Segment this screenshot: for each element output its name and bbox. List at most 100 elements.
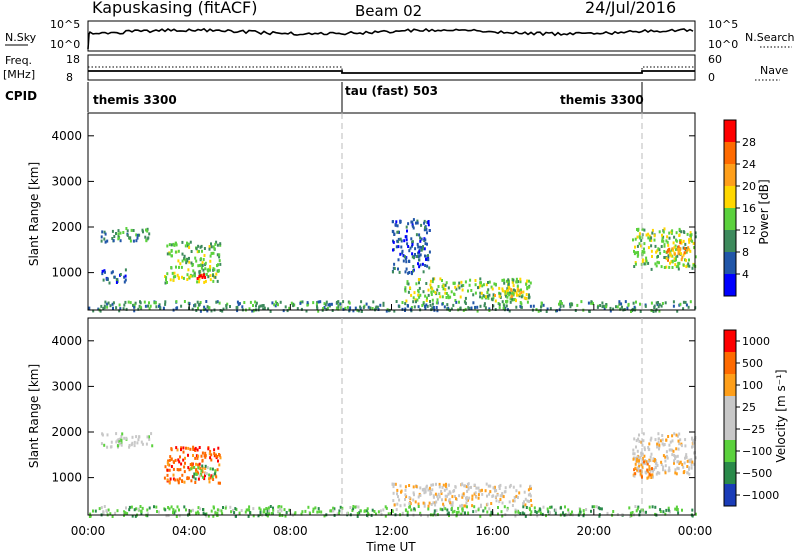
velocity-cell xyxy=(640,440,643,444)
power-cell xyxy=(425,227,428,231)
power-cell xyxy=(484,306,487,310)
power-cell xyxy=(675,258,677,262)
power-cell xyxy=(401,301,404,304)
velocity-cell xyxy=(585,508,588,511)
power-cell xyxy=(618,300,621,304)
power-cell xyxy=(406,242,409,246)
velocity-cell xyxy=(396,488,399,492)
velocity-cell xyxy=(197,477,200,481)
power-cell xyxy=(104,232,107,236)
velocity-cell xyxy=(633,452,636,456)
power-cell xyxy=(464,300,467,304)
velocity-cell xyxy=(272,506,274,510)
velocity-cell xyxy=(419,511,422,515)
power-cell xyxy=(684,258,686,262)
velocity-cell xyxy=(205,514,208,518)
power-cell xyxy=(491,287,494,291)
power-cell xyxy=(685,250,688,254)
power-cell xyxy=(376,305,379,309)
power-cell xyxy=(661,302,664,305)
power-cell xyxy=(271,301,274,305)
power-cell xyxy=(558,302,560,306)
velocity-cell xyxy=(438,482,441,486)
power-cell xyxy=(650,239,653,242)
power-cell xyxy=(627,303,630,307)
power-cell xyxy=(198,302,201,306)
power-cell xyxy=(417,251,420,255)
velocity-cell xyxy=(457,506,460,510)
velocity-cell xyxy=(196,448,199,452)
freq-panel: Freq. [MHz] 18 8 60 0 Nave xyxy=(3,53,788,84)
beam-title: Beam 02 xyxy=(355,2,422,20)
velocity-cell xyxy=(366,511,369,515)
colorbar-swatch xyxy=(724,330,736,352)
velocity-cell xyxy=(106,433,109,437)
power-cell xyxy=(441,279,443,282)
power-cell xyxy=(485,295,488,299)
velocity-cell xyxy=(265,507,268,510)
power-cell xyxy=(342,307,345,311)
power-cell xyxy=(658,261,660,265)
velocity-cell xyxy=(647,446,650,449)
power-cell xyxy=(146,229,149,233)
power-cell xyxy=(644,262,647,266)
velocity-cell xyxy=(401,511,404,515)
power-cell xyxy=(205,300,208,303)
velocity-cell xyxy=(673,432,676,436)
velocity-cell xyxy=(214,454,217,458)
power-cell xyxy=(168,243,171,247)
power-cell xyxy=(447,286,450,290)
velocity-cell xyxy=(487,484,490,488)
power-cell xyxy=(686,248,689,252)
power-cell xyxy=(476,309,479,313)
power-cell xyxy=(327,303,330,307)
power-cell xyxy=(468,283,471,287)
velocity-cell xyxy=(116,509,119,513)
velocity-cell xyxy=(187,446,190,450)
velocity-cell xyxy=(178,514,181,518)
power-cell xyxy=(683,247,686,250)
velocity-cell xyxy=(684,444,687,448)
velocity-cell xyxy=(673,459,676,463)
velocity-cell xyxy=(667,435,670,438)
power-cell xyxy=(650,236,653,240)
power-cell xyxy=(424,307,427,311)
velocity-cell xyxy=(647,475,650,479)
power-cell xyxy=(602,304,605,308)
power-cell xyxy=(641,227,644,231)
velocity-cell xyxy=(441,508,444,512)
power-cell xyxy=(188,246,191,249)
velocity-cell xyxy=(632,448,635,452)
velocity-cell xyxy=(648,448,651,452)
power-cell xyxy=(436,309,439,313)
velocity-cell xyxy=(201,475,204,479)
power-cell xyxy=(474,279,477,282)
velocity-cell xyxy=(192,445,195,449)
colorbar-tick-label: 1000 xyxy=(742,335,770,348)
power-cell xyxy=(404,270,407,274)
power-cell xyxy=(402,259,405,263)
power-cell xyxy=(104,270,106,274)
velocity-cell xyxy=(430,483,433,487)
power-cell xyxy=(174,241,177,245)
velocity-cell xyxy=(650,436,653,440)
power-cell xyxy=(186,257,188,261)
velocity-cell xyxy=(652,469,654,473)
power-cell xyxy=(417,289,420,293)
velocity-cell xyxy=(571,510,573,514)
velocity-cell xyxy=(438,495,441,499)
power-cell xyxy=(279,300,282,304)
velocity-cell xyxy=(266,507,269,511)
velocity-xtick-label: 00:00 xyxy=(71,524,106,538)
velocity-cell xyxy=(434,503,437,507)
velocity-cell xyxy=(635,459,638,463)
power-cell xyxy=(501,287,504,291)
power-cell xyxy=(184,244,187,248)
power-cell xyxy=(525,282,528,286)
power-cell xyxy=(529,281,532,285)
velocity-cell xyxy=(471,497,474,501)
velocity-cell xyxy=(373,510,376,513)
power-cell xyxy=(200,244,203,248)
velocity-cell xyxy=(583,512,585,516)
